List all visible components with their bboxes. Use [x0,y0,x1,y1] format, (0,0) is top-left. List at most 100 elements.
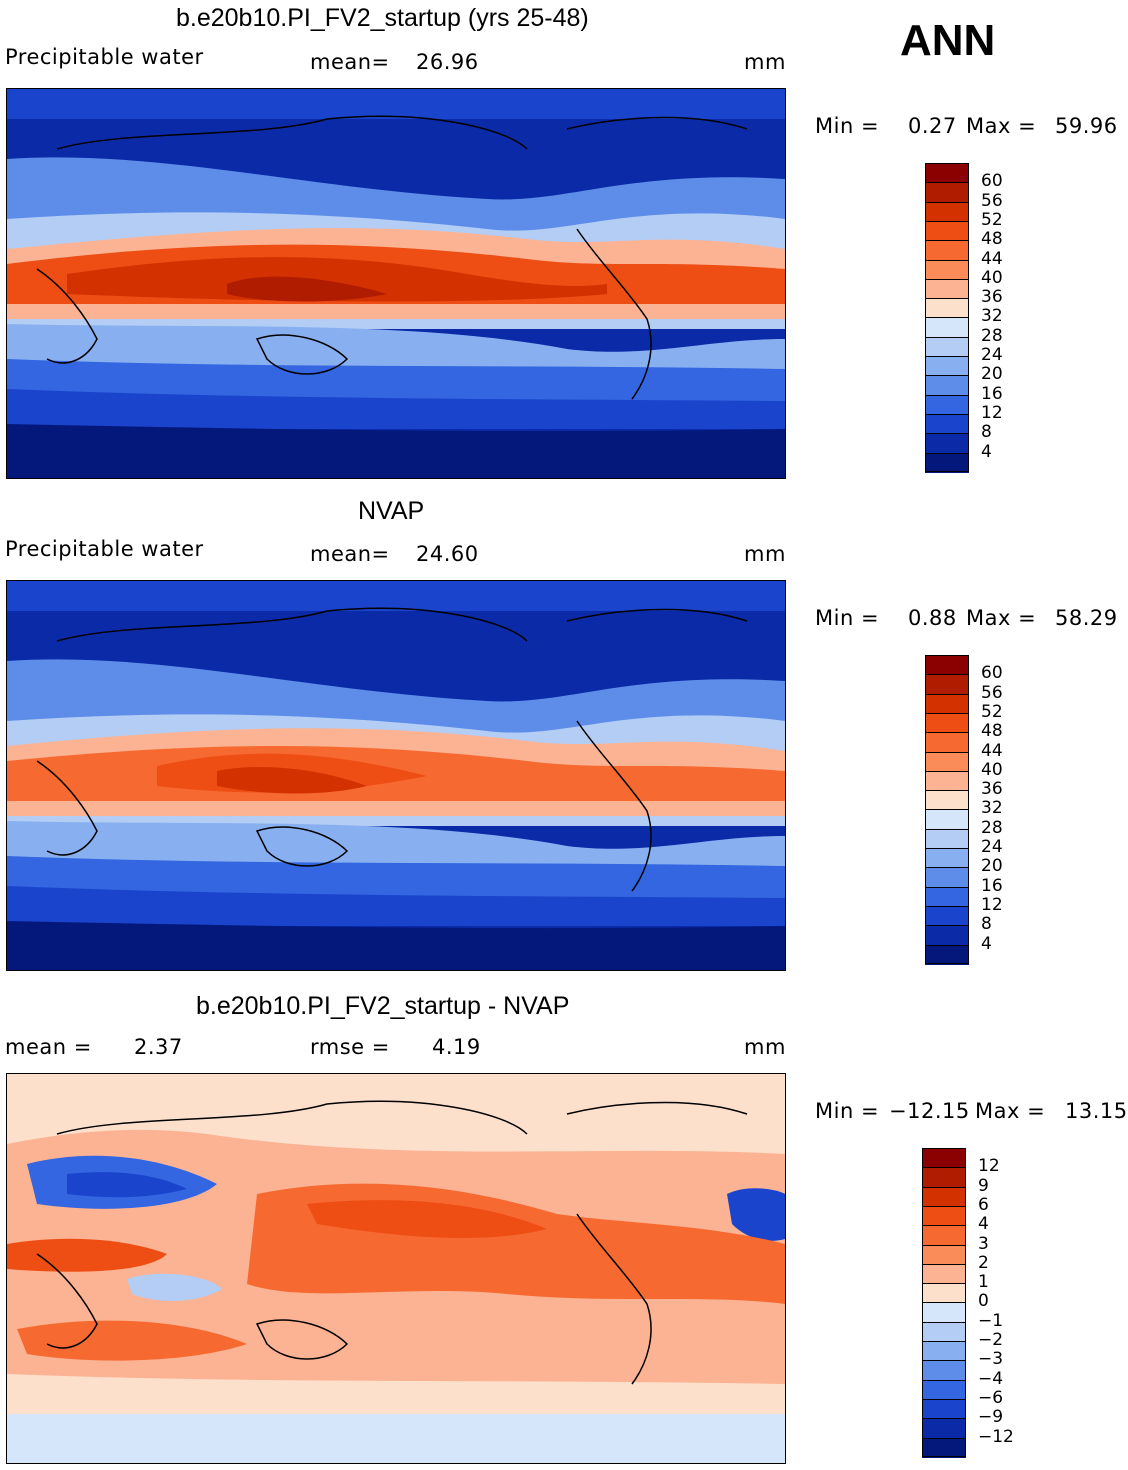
panel1-map [6,88,786,479]
season-label: ANN [900,16,996,65]
colorbar-tick-label: 36 [981,287,1003,308]
panel3-min-label: Min = [815,1099,880,1123]
colorbar-swatch [922,1302,966,1323]
colorbar-swatch [925,732,969,753]
colorbar-swatch [925,751,969,772]
colorbar-tick-label: 20 [981,364,1003,385]
panel1-min-label: Min = [815,114,880,138]
colorbar-swatch [925,356,969,377]
colorbar-swatch [925,278,969,300]
colorbar-tick-label: −2 [978,1330,1004,1350]
panel3-max-label: Max = [975,1099,1046,1123]
colorbar-tick-label: 28 [981,325,1003,346]
colorbar-swatch [925,336,969,357]
panel2-map [6,580,786,971]
colorbar-swatch [925,452,969,473]
panel1-mean-label: mean= [310,50,390,74]
colorbar-tick-label: 9 [978,1175,989,1196]
colorbar-tick-label: 24 [981,837,1003,857]
colorbar-swatch [925,867,969,888]
colorbar-tick-label: 40 [981,759,1003,780]
colorbar-swatch [922,1360,966,1381]
colorbar-swatch [922,1379,966,1400]
panel1-title: b.e20b10.PI_FV2_startup (yrs 25-48) [176,4,589,32]
colorbar-tick-label: 32 [981,306,1003,327]
colorbar-tick-label: 0 [978,1291,989,1312]
panel2-max-value: 58.29 [1055,606,1118,630]
colorbar-swatch [925,220,969,242]
colorbar-frame [922,1148,966,1457]
panel2-variable: Precipitable water [5,537,204,561]
colorbar-tick-label: 1 [978,1272,989,1293]
colorbar-swatch [925,848,969,869]
panel1-max-value: 59.96 [1055,114,1118,138]
panel2-min-value: 0.88 [908,606,957,630]
colorbar-swatch [925,925,969,946]
panel1-units: mm [744,50,786,74]
panel2-title: NVAP [358,497,425,525]
colorbar-swatch [922,1418,966,1439]
colorbar-swatch [925,693,969,714]
colorbar-tick-label: 24 [981,345,1003,365]
colorbar-swatch [922,1398,966,1420]
colorbar-tick-label: 32 [981,798,1003,819]
colorbar-tick-label: 48 [981,721,1003,742]
colorbar-tick-label: 40 [981,267,1003,288]
colorbar-tick-label: 48 [981,229,1003,250]
panel3-title: b.e20b10.PI_FV2_startup - NVAP [196,992,570,1020]
colorbar-tick-label: 20 [981,856,1003,877]
colorbar-tick-label: 4 [981,441,992,462]
colorbar-swatch [922,1244,966,1265]
colorbar-tick-label: 36 [981,779,1003,800]
colorbar-tick-label: 52 [981,209,1003,230]
colorbar-tick-label: 16 [981,875,1003,896]
colorbar-swatch [925,413,969,435]
colorbar-tick-label: 12 [978,1156,1000,1177]
colorbar-swatch [925,905,969,927]
colorbar-swatch [922,1283,966,1304]
colorbar-tick-label: −9 [978,1407,1004,1428]
colorbar-swatch [922,1263,966,1285]
colorbar-tick-label: 8 [981,422,992,443]
colorbar-swatch [922,1437,966,1458]
colorbar-swatch [925,712,969,734]
colorbar-swatch [922,1186,966,1207]
colorbar-tick-label: −4 [978,1368,1004,1389]
colorbar-tick-label: 2 [978,1252,989,1273]
colorbar-tick-label: 28 [981,817,1003,838]
panel2-units: mm [744,542,786,566]
panel2-min-label: Min = [815,606,880,630]
colorbar-tick-label: 44 [981,248,1003,269]
colorbar-swatch [922,1321,966,1342]
colorbar-swatch [925,770,969,792]
colorbar-tick-label: 16 [981,383,1003,404]
panel1-min-value: 0.27 [908,114,957,138]
colorbar-swatch [925,809,969,830]
colorbar-frame [925,655,969,964]
colorbar-tick-label: 4 [981,933,992,954]
colorbar-swatch [925,790,969,811]
colorbar-tick-label: −1 [978,1310,1004,1331]
panel1-mean-value: 26.96 [416,50,479,74]
colorbar-tick-label: 4 [978,1214,989,1235]
panel3-mean-value: 2.37 [134,1035,183,1059]
colorbar-swatch [925,317,969,338]
colorbar-tick-label: 52 [981,701,1003,722]
colorbar-tick-label: 3 [978,1233,989,1254]
panel3-rmse-label: rmse = [310,1035,390,1059]
colorbar-swatch [925,674,969,695]
panel1-max-label: Max = [966,114,1037,138]
colorbar-swatch [925,182,969,203]
panel3-mean-label: mean = [5,1035,92,1059]
colorbar-swatch [922,1341,966,1362]
colorbar-swatch [925,886,969,907]
colorbar-tick-label: 12 [981,402,1003,423]
colorbar-swatch [925,375,969,396]
colorbar-tick-label: 12 [981,894,1003,915]
colorbar-swatch [922,1205,966,1227]
panel3-rmse-value: 4.19 [432,1035,481,1059]
colorbar-tick-label: 44 [981,740,1003,761]
panel3-min-value: −12.15 [889,1099,970,1123]
colorbar-swatch [925,944,969,965]
colorbar-swatch [925,201,969,222]
